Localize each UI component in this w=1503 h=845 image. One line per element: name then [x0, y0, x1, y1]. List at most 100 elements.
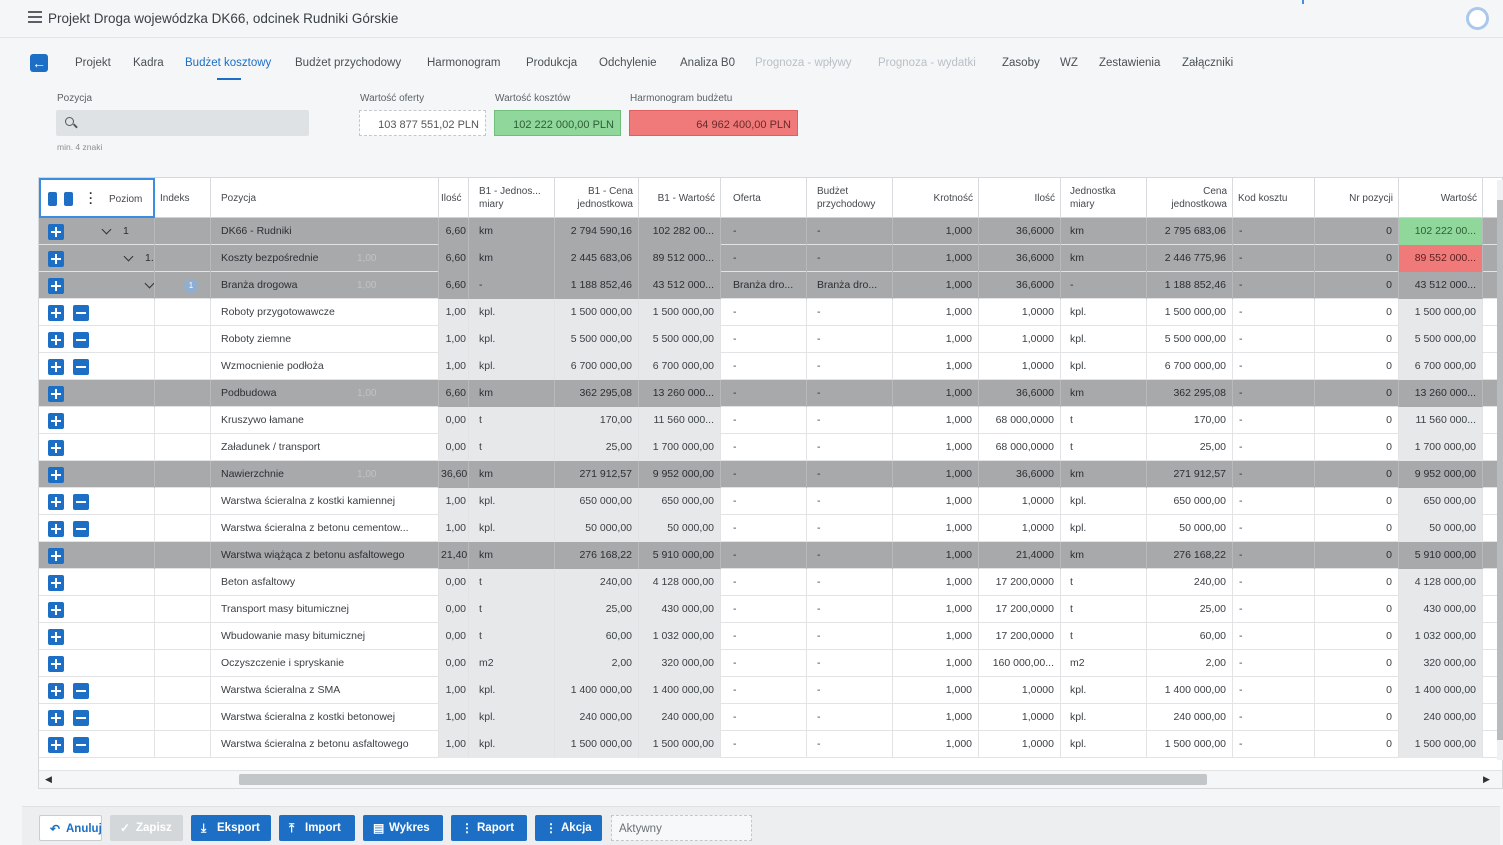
cell-pozycja[interactable]: Roboty ziemne [211, 326, 439, 353]
horizontal-scroll-thumb[interactable] [239, 774, 1207, 785]
remove-row-icon[interactable] [73, 359, 89, 375]
chevron-down-icon[interactable] [123, 251, 134, 262]
cell-pozycja[interactable]: Wbudowanie masy bitumicznej [211, 623, 439, 650]
table-row[interactable]: Podbudowa 6,60 km 362 295,08 13 260 000... - -… [39, 380, 1502, 407]
back-arrow-icon[interactable]: ← [30, 54, 48, 72]
add-child-icon[interactable] [48, 710, 64, 726]
horizontal-scrollbar[interactable]: ◀ ▶ [39, 770, 1502, 788]
add-child-icon[interactable] [48, 386, 64, 402]
kebab-icon[interactable]: · · · [89, 186, 93, 210]
remove-row-icon[interactable] [73, 737, 89, 753]
table-row[interactable]: Warstwa wiążąca z betonu asfaltowego 21,4… [39, 542, 1502, 569]
header-cena[interactable]: Cena jednostkowa [1147, 178, 1233, 218]
table-row[interactable]: Oczyszczenie i spryskanie 0,00 m2 2,00 320 0… [39, 650, 1502, 677]
cell-pozycja[interactable]: Warstwa ścieralna z betonu asfaltowego [211, 731, 439, 758]
cell-pozycja[interactable]: DK66 - Rudniki [211, 218, 439, 245]
cancel-button[interactable]: ↶ Anuluj [39, 815, 102, 841]
header-jednostka-miary[interactable]: Jednostka miary [1061, 178, 1147, 218]
cell-pozycja[interactable]: Koszty bezpośrednie [211, 245, 439, 272]
add-child-icon[interactable] [48, 656, 64, 672]
remove-row-icon[interactable] [73, 305, 89, 321]
header-b1-jm[interactable]: B1 - Jednos... miary [469, 178, 555, 218]
cell-pozycja[interactable]: Warstwa wiążąca z betonu asfaltowego [211, 542, 439, 569]
header-ilosc[interactable]: Ilość [439, 178, 469, 218]
add-child-icon[interactable] [48, 413, 64, 429]
scroll-left-icon[interactable]: ◀ [45, 774, 52, 784]
header-pozycja[interactable]: Pozycja [211, 178, 439, 218]
report-button[interactable]: ⋮ Raport [451, 815, 527, 841]
chevron-down-icon[interactable] [101, 224, 112, 235]
add-child-icon[interactable] [48, 332, 64, 348]
header-indeks[interactable]: Indeks [155, 178, 211, 218]
cell-pozycja[interactable]: Roboty przygotowawcze [211, 299, 439, 326]
add-child-icon[interactable] [48, 224, 64, 240]
action-button[interactable]: ⋮ Akcja [535, 815, 602, 841]
header-krotnosc[interactable]: Krotność [893, 178, 979, 218]
save-button[interactable]: ✓ Zapisz [110, 815, 183, 841]
cell-pozycja[interactable]: Beton asfaltowy [211, 569, 439, 596]
add-child-icon[interactable] [48, 359, 64, 375]
header-budzet-przychodowy[interactable]: Budżet przychodowy [807, 178, 893, 218]
table-row[interactable]: 1. Koszty bezpośrednie 6,60 km 2 445 683,06 8… [39, 245, 1502, 272]
table-row[interactable]: Warstwa ścieralna z betonu asfaltowego 1,… [39, 731, 1502, 758]
header-poziom[interactable]: · · · Poziom [39, 178, 155, 218]
remove-row-icon[interactable] [73, 683, 89, 699]
cell-pozycja[interactable]: Załadunek / transport [211, 434, 439, 461]
table-row[interactable]: Warstwa ścieralna z betonu cementow... 1,… [39, 515, 1502, 542]
header-nr-pozycji[interactable]: Nr pozycji [1315, 178, 1399, 218]
menu-icon[interactable] [28, 11, 42, 23]
table-row[interactable]: Warstwa ścieralna z SMA 1,00 kpl. 1 400 000… [39, 677, 1502, 704]
table-row[interactable]: Warstwa ścieralna z kostki betonowej 1,00… [39, 704, 1502, 731]
tab-analiza-b0[interactable]: Analiza B0 [680, 57, 735, 69]
export-button[interactable]: ⤓ Eksport [191, 815, 271, 841]
cell-pozycja[interactable]: Transport masy bitumicznej [211, 596, 439, 623]
cell-pozycja[interactable]: Warstwa ścieralna z kostki betonowej [211, 704, 439, 731]
chevron-down-icon[interactable] [144, 278, 154, 289]
cell-pozycja[interactable]: Kruszywo łamane [211, 407, 439, 434]
expand-all-icon[interactable] [48, 192, 57, 206]
table-row[interactable]: Transport masy bitumicznej 0,00 t 25,00 430 … [39, 596, 1502, 623]
add-child-icon[interactable] [48, 278, 64, 294]
add-child-icon[interactable] [48, 521, 64, 537]
table-row[interactable]: Warstwa ścieralna z kostki kamiennej 1,00… [39, 488, 1502, 515]
table-row[interactable]: 1 DK66 - Rudniki 6,60 km 2 794 590,16 102 282… [39, 218, 1502, 245]
collapse-all-icon[interactable] [64, 192, 73, 206]
cell-pozycja[interactable]: Warstwa ścieralna z kostki kamiennej [211, 488, 439, 515]
remove-row-icon[interactable] [73, 332, 89, 348]
header-ilosc-2[interactable]: Ilość [979, 178, 1061, 218]
remove-row-icon[interactable] [73, 521, 89, 537]
cell-pozycja[interactable]: Podbudowa [211, 380, 439, 407]
table-row[interactable]: Roboty przygotowawcze 1,00 kpl. 1 500 000,0… [39, 299, 1502, 326]
cell-pozycja[interactable]: Nawierzchnie [211, 461, 439, 488]
add-child-icon[interactable] [48, 440, 64, 456]
add-child-icon[interactable] [48, 575, 64, 591]
info-badge[interactable]: 1 [184, 279, 198, 293]
vertical-scrollbar[interactable] [1497, 180, 1503, 760]
add-child-icon[interactable] [48, 305, 64, 321]
add-child-icon[interactable] [48, 602, 64, 618]
header-b1-wartosc[interactable]: B1 - Wartość [639, 178, 721, 218]
add-child-icon[interactable] [48, 629, 64, 645]
tab-projekt[interactable]: Projekt [75, 57, 111, 69]
table-row[interactable]: Wbudowanie masy bitumicznej 0,00 t 60,00 1 0… [39, 623, 1502, 650]
header-oferta[interactable]: Oferta [721, 178, 807, 218]
table-row[interactable]: Załadunek / transport 0,00 t 25,00 1 700 000… [39, 434, 1502, 461]
table-row[interactable]: 1 Branża drogowa 6,60-1 188 852,46 43 512 0… [39, 272, 1502, 299]
tab-wz[interactable]: WZ [1060, 57, 1078, 69]
vertical-scroll-thumb[interactable] [1497, 200, 1503, 740]
cell-pozycja[interactable]: Branża drogowa [211, 272, 439, 299]
tab-załączniki[interactable]: Załączniki [1182, 57, 1234, 69]
cell-pozycja[interactable]: Oczyszczenie i spryskanie [211, 650, 439, 677]
add-child-icon[interactable] [48, 467, 64, 483]
cell-pozycja[interactable]: Warstwa ścieralna z SMA [211, 677, 439, 704]
add-child-icon[interactable] [48, 494, 64, 510]
tab-harmonogram[interactable]: Harmonogram [427, 57, 501, 69]
tab-odchylenie[interactable]: Odchylenie [599, 57, 657, 69]
import-button[interactable]: ⤒ Import [279, 815, 355, 841]
tab-kadra[interactable]: Kadra [133, 57, 164, 69]
search-input[interactable] [56, 110, 309, 136]
table-row[interactable]: Roboty ziemne 1,00 kpl. 5 500 000,00 5 500 0… [39, 326, 1502, 353]
add-child-icon[interactable] [48, 548, 64, 564]
chart-button[interactable]: ▤ Wykres [363, 815, 443, 841]
tab-budżet-przychodowy[interactable]: Budżet przychodowy [295, 57, 402, 69]
